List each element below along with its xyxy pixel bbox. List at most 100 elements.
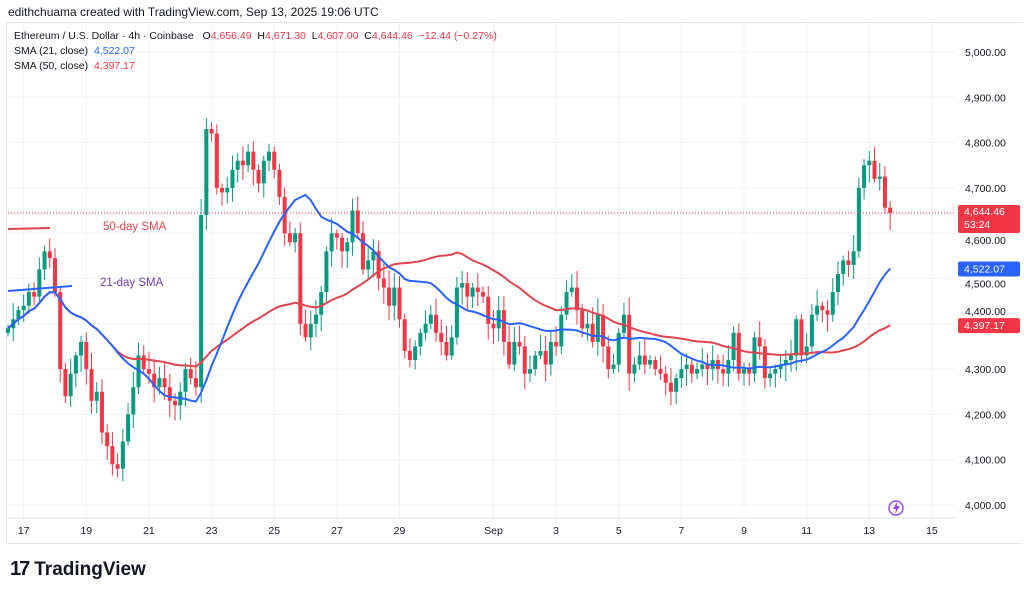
candle-body <box>679 369 684 379</box>
candle-body <box>94 391 99 401</box>
chart-panel[interactable] <box>6 22 1023 544</box>
candle-body <box>439 332 444 342</box>
x-tick-label: 9 <box>741 525 747 537</box>
candle-body <box>820 305 825 311</box>
x-tick-label: 17 <box>18 525 30 537</box>
candle-body <box>517 341 522 347</box>
sma50-price-value: 4,397.17 <box>964 320 1005 332</box>
candle-body <box>486 296 491 324</box>
tradingview-logo-icon: 17 <box>10 558 30 580</box>
sma50-value: 4,397.17 <box>93 60 135 72</box>
candle-body <box>522 346 527 374</box>
x-tick-label: Sep <box>484 525 503 537</box>
price-labels: 4,644.46 53:24 4,522.07 4,397.17 <box>958 205 1020 334</box>
x-tick-label: 15 <box>926 525 938 537</box>
candle-body <box>199 215 204 388</box>
x-tick-label: 7 <box>678 525 684 537</box>
change-value: −12.44 (−0.27%) <box>418 30 497 42</box>
candle-body <box>491 323 496 329</box>
lightning-icon[interactable] <box>888 500 904 516</box>
candle-body <box>47 251 52 259</box>
candle-body <box>585 323 590 329</box>
x-tick-label: 13 <box>863 525 875 537</box>
candle-body <box>668 382 673 392</box>
sma50-annotation: 50-day SMA <box>103 221 167 233</box>
symbol-name: Ethereum / U.S. Dollar · 4h · Coinbase <box>14 30 194 42</box>
candle-body <box>663 373 668 383</box>
candle-body <box>569 287 574 293</box>
candle-body <box>470 287 475 297</box>
candle-body <box>397 287 402 320</box>
candle-body <box>548 341 553 365</box>
candle-body <box>773 369 778 374</box>
candle-body <box>16 310 21 320</box>
candle-body <box>434 314 439 333</box>
candle-body <box>768 373 773 379</box>
sma21-legend[interactable]: SMA (21, close) 4,522.07 <box>14 45 135 57</box>
candle-body <box>413 346 418 361</box>
candle-body <box>757 337 762 347</box>
chart-credit: edithchuama created with TradingView.com… <box>8 5 379 19</box>
y-tick-label: 4,900.00 <box>965 92 1006 104</box>
low-value: 4,607.00 <box>317 30 359 42</box>
candle-body <box>590 323 595 342</box>
candle-body <box>554 341 559 347</box>
y-tick-label: 4,400.00 <box>965 306 1006 318</box>
sma50-price-label <box>958 318 1020 334</box>
candle-body <box>381 278 386 288</box>
candle-body <box>533 355 538 370</box>
candle-body <box>689 364 694 374</box>
bar-countdown: 53:24 <box>964 219 990 231</box>
candle-body <box>862 165 867 188</box>
y-tick-label: 4,700.00 <box>965 183 1006 195</box>
candle-body <box>298 233 303 324</box>
candle-body <box>209 129 214 134</box>
candle-body <box>42 251 47 270</box>
candle-body <box>846 260 851 265</box>
candle-body <box>851 251 856 265</box>
candle-body <box>287 233 292 243</box>
tradingview-logo[interactable]: 17 TradingView <box>10 558 146 581</box>
candle-body <box>267 151 271 161</box>
candle-body <box>809 314 814 347</box>
candle-body <box>350 210 355 243</box>
candle-body <box>616 332 621 365</box>
candle-body <box>475 287 480 293</box>
candle-body <box>371 251 376 261</box>
candle-body <box>376 251 381 279</box>
candle-body <box>105 432 110 447</box>
y-tick-label: 4,200.00 <box>965 409 1006 421</box>
y-tick-label: 4,600.00 <box>965 235 1006 247</box>
candle-body <box>251 151 256 170</box>
candle-body <box>240 160 245 166</box>
candle-body <box>308 323 313 338</box>
candle-body <box>574 287 579 311</box>
candle-body <box>146 369 151 374</box>
brand-name: TradingView <box>34 558 146 580</box>
candle-body <box>637 355 642 365</box>
candle-body <box>173 400 178 406</box>
candle-body <box>872 160 877 179</box>
sma21-annotation: 21-day SMA <box>100 277 164 289</box>
last-price-label <box>958 205 1020 234</box>
candle-body <box>324 251 329 293</box>
y-tick-label: 4,300.00 <box>965 364 1006 376</box>
sma50-legend[interactable]: SMA (50, close) 4,397.17 <box>14 60 135 72</box>
candle-body <box>778 364 783 370</box>
sma21-annotation-line <box>7 285 73 292</box>
candle-body <box>835 273 840 293</box>
candle-body <box>272 151 277 170</box>
candle-body <box>653 360 658 370</box>
y-tick-label: 4,100.00 <box>965 455 1006 467</box>
candle-body <box>204 129 209 216</box>
candle-body <box>387 287 392 306</box>
candle-body <box>528 369 532 374</box>
candle-body <box>392 287 397 306</box>
candle-body <box>742 369 747 374</box>
axis-ticks: 5,000.00 4,900.00 4,800.00 4,700.00 4,600.00… <box>18 47 1006 537</box>
candle-body <box>418 332 423 347</box>
candle-body <box>501 310 506 342</box>
candle-body <box>52 258 57 293</box>
candle-body <box>188 369 193 379</box>
